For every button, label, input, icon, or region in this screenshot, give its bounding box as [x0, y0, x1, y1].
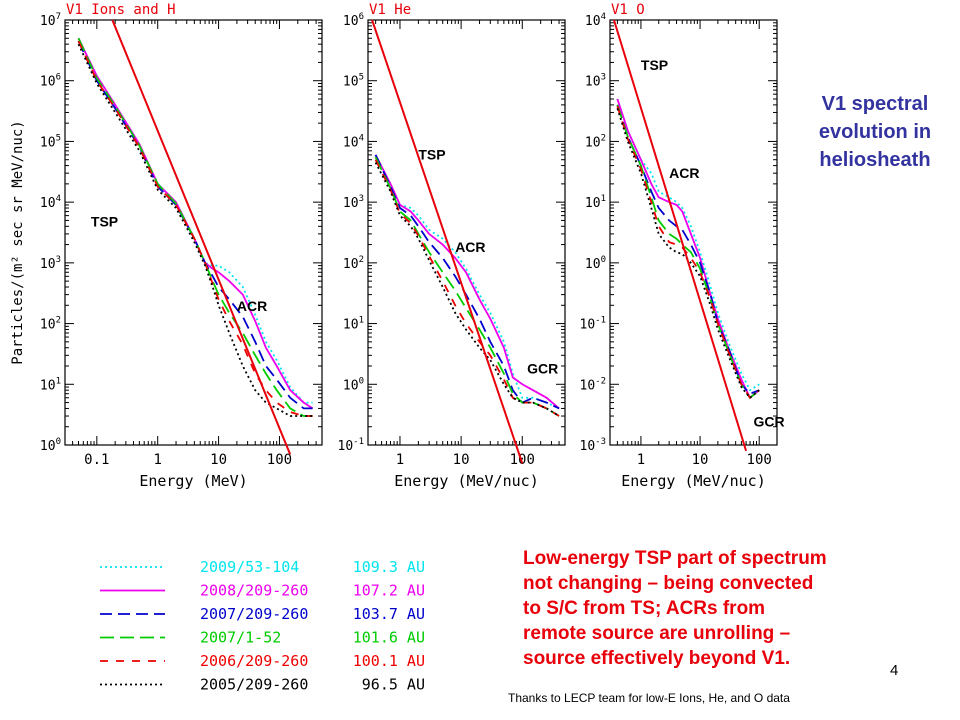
note-line-1: Low-energy TSP part of spectrum: [523, 548, 827, 569]
annotation-acr: ACR: [669, 165, 699, 181]
axes-frame: [609, 19, 778, 446]
note-line-4: remote source are unrolling –: [523, 623, 791, 644]
legend-period: 2005/209-260: [200, 676, 308, 694]
annotation-tsp: TSP: [91, 213, 118, 229]
x-tick-label: 1: [396, 452, 404, 468]
y-tick-label: 103: [585, 73, 606, 90]
panel-title: V1 O: [611, 2, 645, 18]
series-line-2007b: [77, 37, 313, 417]
series-line-2005: [374, 162, 560, 417]
y-tick-label: 101: [40, 376, 61, 393]
annotation-acr: ACR: [455, 239, 485, 255]
series-line-2007b: [374, 156, 560, 417]
y-tick-label: 106: [40, 73, 61, 90]
annotation-tsp: TSP: [641, 57, 668, 73]
x-tick-label: 10: [692, 452, 709, 468]
y-tick-label: 107: [40, 12, 61, 29]
y-tick-label: 10-1: [338, 437, 365, 454]
series-line-2006: [616, 105, 760, 400]
x-tick-label: 100: [267, 452, 292, 468]
annotation-gcr: GCR: [527, 361, 558, 377]
y-tick-label: 104: [585, 12, 606, 29]
legend-au: 109.3 AU: [353, 558, 425, 576]
series-line-2008: [616, 98, 760, 400]
note-line-3: to S/C from TS; ACRs from: [523, 598, 766, 619]
y-tick-label: 105: [343, 73, 364, 90]
legend: 2009/53-104 109.3 AU 2008/209-260 107.2 AU 2…: [100, 558, 425, 694]
y-tick-label: 106: [343, 12, 364, 29]
fit-line: [111, 19, 292, 455]
y-tick-label: 105: [40, 133, 61, 150]
y-tick-label: 10-2: [580, 376, 607, 393]
x-tick-label: 1: [637, 452, 645, 468]
slide-title-line-1: V1 spectral: [821, 93, 929, 115]
x-tick-label: 10: [210, 452, 227, 468]
panel-1: 0.1 1 10 100 100 101 102 103 104 105 106 107 Energy …: [10, 2, 323, 490]
y-tick-label: 102: [343, 255, 364, 272]
legend-au: 103.7 AU: [353, 605, 425, 623]
axes-frame: [64, 19, 323, 446]
y-tick-label: 101: [585, 194, 606, 211]
y-tick-label: 102: [585, 133, 606, 150]
series-group: [374, 154, 560, 417]
x-tick-label: 10: [453, 452, 470, 468]
y-axis-label: Particles/(m² sec sr MeV/nuc): [10, 120, 26, 364]
series-line-2007b: [616, 104, 760, 400]
annotation-gcr: GCR: [753, 414, 784, 430]
legend-period: 2007/209-260: [200, 605, 308, 623]
slide-title-line-3: heliosheath: [819, 149, 931, 171]
legend-au: 100.1 AU: [353, 652, 425, 670]
axes-frame: [367, 19, 566, 446]
series-line-2005: [77, 43, 313, 417]
panel-title: V1 Ions and H: [66, 2, 176, 18]
x-tick-label: 100: [747, 452, 772, 468]
note-line-2: not changing – being convected: [523, 573, 814, 594]
slide-title-line-2: evolution in: [818, 121, 932, 143]
x-axis-label: Energy (MeV/nuc): [394, 472, 539, 490]
legend-period: 2008/209-260: [200, 582, 308, 600]
note-line-5: source effectively beyond V1.: [523, 648, 791, 669]
fit-line: [613, 19, 748, 452]
y-tick-label: 10-1: [580, 316, 607, 333]
credit-line: Thanks to LECP team for low-E Ions, He, …: [508, 691, 790, 705]
fit-line: [371, 19, 524, 464]
series-line-2006: [374, 159, 560, 417]
legend-period: 2009/53-104: [200, 558, 299, 576]
annotation-acr: ACR: [237, 298, 267, 314]
series-line-2005: [616, 108, 760, 400]
x-axis-label: Energy (MeV): [139, 472, 247, 490]
y-tick-label: 100: [40, 437, 61, 454]
x-tick-label: 0.1: [84, 452, 109, 468]
x-axis-label: Energy (MeV/nuc): [621, 472, 766, 490]
series-line-2008: [374, 154, 560, 410]
y-tick-label: 104: [40, 194, 61, 211]
panel-3: 1 10 100 10-3 10-2 10-1 100 101 102 103 104 Energy …: [580, 2, 785, 490]
panel-2: 1 10 100 10-1 100 101 102 103 104 105 106 Energy (M…: [338, 2, 566, 490]
series-group: [616, 98, 760, 400]
legend-au: 101.6 AU: [353, 629, 425, 647]
y-tick-label: 103: [343, 194, 364, 211]
y-tick-label: 102: [40, 316, 61, 333]
annotation-tsp: TSP: [418, 147, 445, 163]
panel-title: V1 He: [369, 2, 411, 18]
explanation-note: Low-energy TSP part of spectrum not chan…: [523, 546, 923, 671]
x-tick-label: 1: [153, 452, 161, 468]
y-tick-label: 104: [343, 133, 364, 150]
y-tick-label: 101: [343, 316, 364, 333]
legend-au: 107.2 AU: [353, 582, 425, 600]
legend-period: 2006/209-260: [200, 652, 308, 670]
y-tick-label: 100: [343, 376, 364, 393]
slide-title: V1 spectral evolution in heliosheath: [795, 90, 955, 174]
y-tick-label: 10-3: [580, 437, 607, 454]
x-tick-label: 100: [510, 452, 535, 468]
page-number: 4: [890, 662, 899, 679]
y-tick-label: 100: [585, 255, 606, 272]
series-line-2006: [77, 40, 313, 417]
legend-period: 2007/1-52: [200, 629, 281, 647]
series-line-2009: [616, 98, 760, 392]
series-line-2009: [77, 37, 313, 404]
y-tick-label: 103: [40, 255, 61, 272]
legend-au: 96.5 AU: [362, 676, 425, 694]
